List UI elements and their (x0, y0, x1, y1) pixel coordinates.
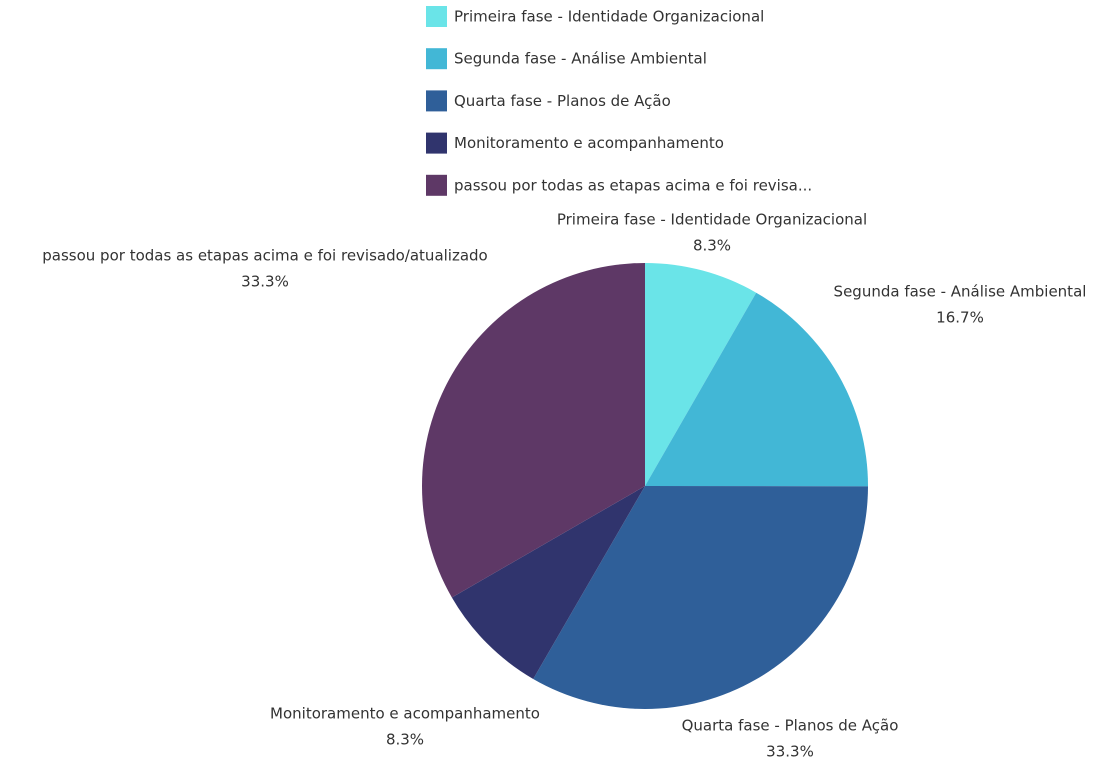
slice-label: Segunda fase - Análise Ambiental (834, 283, 1087, 301)
legend-label: Segunda fase - Análise Ambiental (454, 50, 707, 68)
slice-value: 33.3% (241, 273, 289, 291)
legend-label: Primeira fase - Identidade Organizaciona… (454, 8, 764, 26)
legend-label: Monitoramento e acompanhamento (454, 134, 724, 152)
legend-swatch (426, 132, 447, 154)
legend-swatch (426, 174, 447, 196)
pie-slice (645, 292, 868, 487)
legend-swatch (426, 6, 447, 27)
slice-value: 33.3% (766, 743, 814, 761)
slice-value: 16.7% (936, 309, 984, 327)
slice-label: Primeira fase - Identidade Organizaciona… (557, 211, 867, 229)
legend-label: Quarta fase - Planos de Ação (454, 92, 671, 110)
pie-slice (533, 486, 868, 709)
slice-label: passou por todas as etapas acima e foi r… (42, 247, 487, 265)
legend-swatch (426, 90, 447, 112)
legend-label: passou por todas as etapas acima e foi r… (454, 176, 812, 194)
pie-slice (422, 263, 645, 598)
slice-label: Quarta fase - Planos de Ação (682, 717, 899, 735)
slice-label: Monitoramento e acompanhamento (270, 705, 540, 723)
pie-slice (451, 486, 645, 679)
slice-value: 8.3% (386, 731, 424, 749)
slice-value: 8.3% (693, 237, 731, 255)
pie-slice (645, 263, 757, 486)
legend-swatch (426, 48, 447, 70)
